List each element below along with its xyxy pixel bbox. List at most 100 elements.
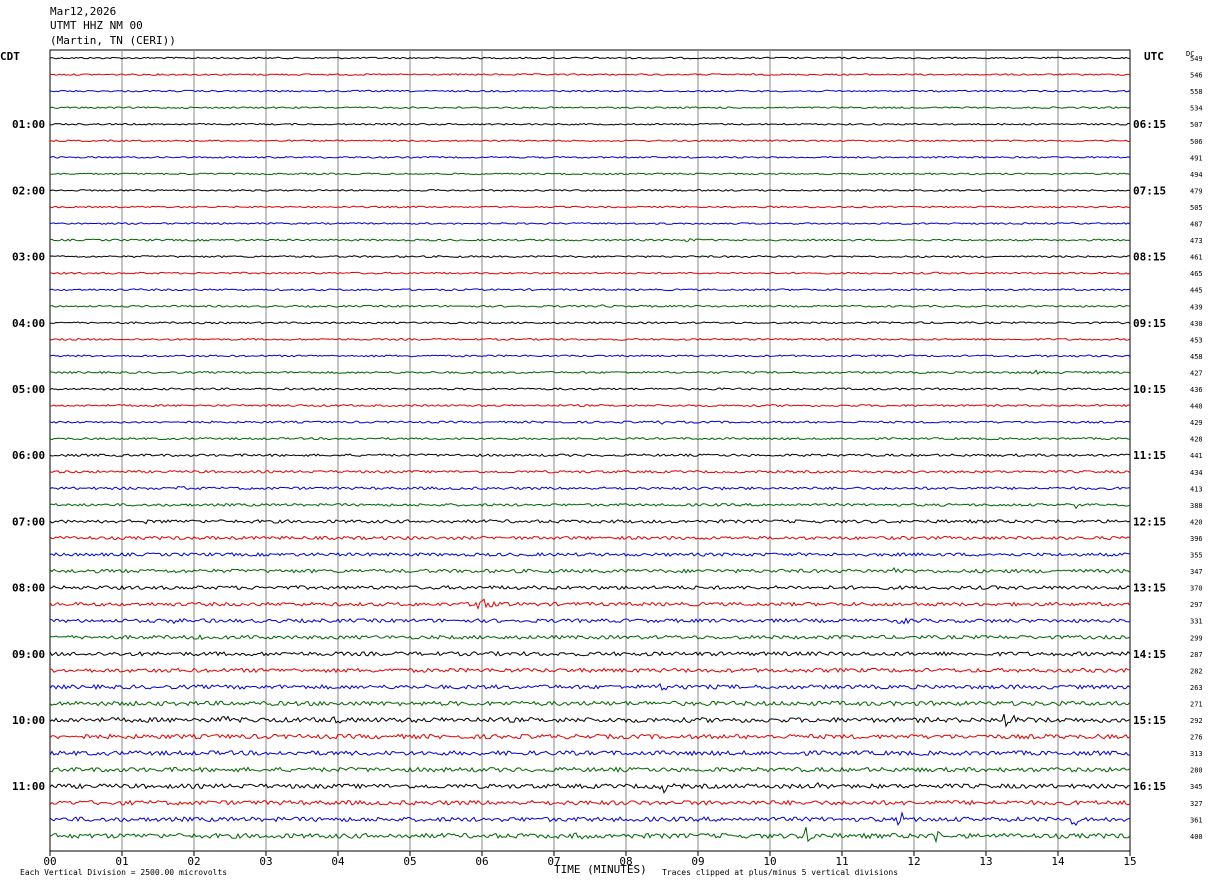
trace-line bbox=[49, 255, 1131, 259]
trace-line bbox=[49, 469, 1131, 474]
trace-line bbox=[49, 566, 1131, 574]
right-hour-label: 15:15 bbox=[1133, 714, 1166, 727]
dc-offset-label: 287 bbox=[1190, 651, 1203, 659]
x-tick-label: 04 bbox=[331, 855, 345, 868]
x-tick-label: 12 bbox=[907, 855, 920, 868]
dc-offset-label: 276 bbox=[1190, 734, 1203, 742]
right-hour-label: 13:15 bbox=[1133, 582, 1166, 595]
dc-offset-label: 434 bbox=[1190, 469, 1203, 477]
trace-line bbox=[49, 667, 1131, 674]
right-hour-label: 08:15 bbox=[1133, 251, 1166, 264]
right-hour-label: 07:15 bbox=[1133, 184, 1166, 197]
dc-offset-label: 292 bbox=[1190, 717, 1203, 725]
trace-line bbox=[49, 453, 1131, 458]
left-hour-label: 11:00 bbox=[12, 780, 45, 793]
trace-line bbox=[49, 437, 1131, 441]
trace-line bbox=[49, 321, 1131, 325]
dc-offset-label: 420 bbox=[1190, 518, 1203, 526]
dc-offset-label: 465 bbox=[1190, 270, 1203, 278]
trace-line bbox=[49, 535, 1131, 541]
dc-offset-label: 327 bbox=[1190, 800, 1203, 808]
dc-offset-label: 271 bbox=[1190, 700, 1203, 708]
dc-offset-label: 494 bbox=[1190, 171, 1203, 179]
left-hour-label: 03:00 bbox=[12, 251, 45, 264]
trace-line bbox=[49, 369, 1131, 375]
trace-line bbox=[49, 106, 1131, 109]
trace-line bbox=[49, 139, 1131, 143]
trace-line bbox=[49, 89, 1131, 93]
trace-line bbox=[49, 552, 1130, 557]
dc-offset-label: 331 bbox=[1190, 618, 1203, 626]
right-hour-label: 14:15 bbox=[1133, 648, 1166, 661]
right-timezone-label: UTC bbox=[1144, 50, 1164, 63]
dc-offset-label: 280 bbox=[1190, 767, 1203, 775]
trace-line bbox=[49, 749, 1131, 757]
dc-offset-label: 429 bbox=[1190, 419, 1203, 427]
dc-offset-label: 370 bbox=[1190, 585, 1203, 593]
trace-line bbox=[49, 205, 1130, 209]
x-tick-label: 15 bbox=[1123, 855, 1136, 868]
trace-line bbox=[50, 222, 1131, 225]
trace-line bbox=[49, 172, 1131, 176]
left-hour-label: 09:00 bbox=[12, 648, 45, 661]
dc-offset-label: 297 bbox=[1190, 601, 1203, 609]
trace-line bbox=[49, 634, 1131, 641]
trace-line bbox=[49, 584, 1131, 591]
dc-offset-label: 473 bbox=[1190, 237, 1203, 245]
x-tick-label: 03 bbox=[259, 855, 272, 868]
x-tick-label: 00 bbox=[43, 855, 56, 868]
header-station: UTMT HHZ NM 00 bbox=[50, 19, 143, 32]
dc-offset-label: 453 bbox=[1190, 336, 1203, 344]
trace-line bbox=[49, 304, 1131, 308]
trace-line bbox=[49, 56, 1131, 60]
trace-line bbox=[49, 387, 1131, 391]
dc-offset-label: 299 bbox=[1190, 634, 1203, 642]
dc-offset-label: 440 bbox=[1190, 403, 1203, 411]
trace-line bbox=[49, 354, 1131, 358]
trace-line bbox=[49, 288, 1131, 292]
dc-offset-label: 400 bbox=[1190, 833, 1203, 841]
trace-line bbox=[49, 713, 1131, 728]
left-hour-label: 10:00 bbox=[12, 714, 45, 727]
dc-offset-label: 558 bbox=[1190, 88, 1203, 96]
dc-offset-label: 445 bbox=[1190, 287, 1203, 295]
x-tick-label: 14 bbox=[1051, 855, 1065, 868]
trace-line bbox=[49, 810, 1131, 826]
dc-offset-label: 505 bbox=[1190, 204, 1203, 212]
dc-offset-label: 282 bbox=[1190, 667, 1203, 675]
dc-offset-label: 461 bbox=[1190, 254, 1203, 262]
dc-offset-label: 345 bbox=[1190, 783, 1203, 791]
right-hour-label: 16:15 bbox=[1133, 780, 1166, 793]
trace-line bbox=[49, 827, 1131, 844]
right-hour-label: 09:15 bbox=[1133, 317, 1166, 330]
dc-offset-label: 439 bbox=[1190, 303, 1203, 311]
x-tick-label: 11 bbox=[835, 855, 848, 868]
left-hour-label: 01:00 bbox=[12, 118, 45, 131]
trace-line bbox=[49, 650, 1131, 657]
dc-offset-label: 436 bbox=[1190, 386, 1203, 394]
left-hour-label: 04:00 bbox=[12, 317, 45, 330]
trace-line bbox=[49, 155, 1131, 159]
left-hour-label: 07:00 bbox=[12, 515, 45, 528]
dc-label: DC bbox=[1186, 50, 1195, 58]
trace-line bbox=[50, 403, 1131, 408]
clip-note: Traces clipped at plus/minus 5 vertical … bbox=[662, 868, 899, 877]
trace-line bbox=[49, 733, 1131, 740]
dc-offset-label: 441 bbox=[1190, 452, 1203, 460]
trace-line bbox=[49, 271, 1131, 275]
trace-line bbox=[49, 485, 1131, 491]
trace-line bbox=[49, 781, 1131, 794]
right-hour-label: 11:15 bbox=[1133, 449, 1166, 462]
right-hour-label: 10:15 bbox=[1133, 383, 1166, 396]
left-hour-label: 06:00 bbox=[12, 449, 45, 462]
x-tick-label: 09 bbox=[691, 855, 704, 868]
trace-line bbox=[49, 519, 1131, 525]
left-hour-label: 08:00 bbox=[12, 582, 45, 595]
dc-offset-label: 361 bbox=[1190, 816, 1203, 824]
x-tick-label: 01 bbox=[115, 855, 128, 868]
x-tick-label: 05 bbox=[403, 855, 416, 868]
right-hour-label: 12:15 bbox=[1133, 515, 1166, 528]
dc-offset-label: 487 bbox=[1190, 221, 1203, 229]
header-date: Mar12,2026 bbox=[50, 5, 117, 18]
x-tick-label: 02 bbox=[187, 855, 200, 868]
